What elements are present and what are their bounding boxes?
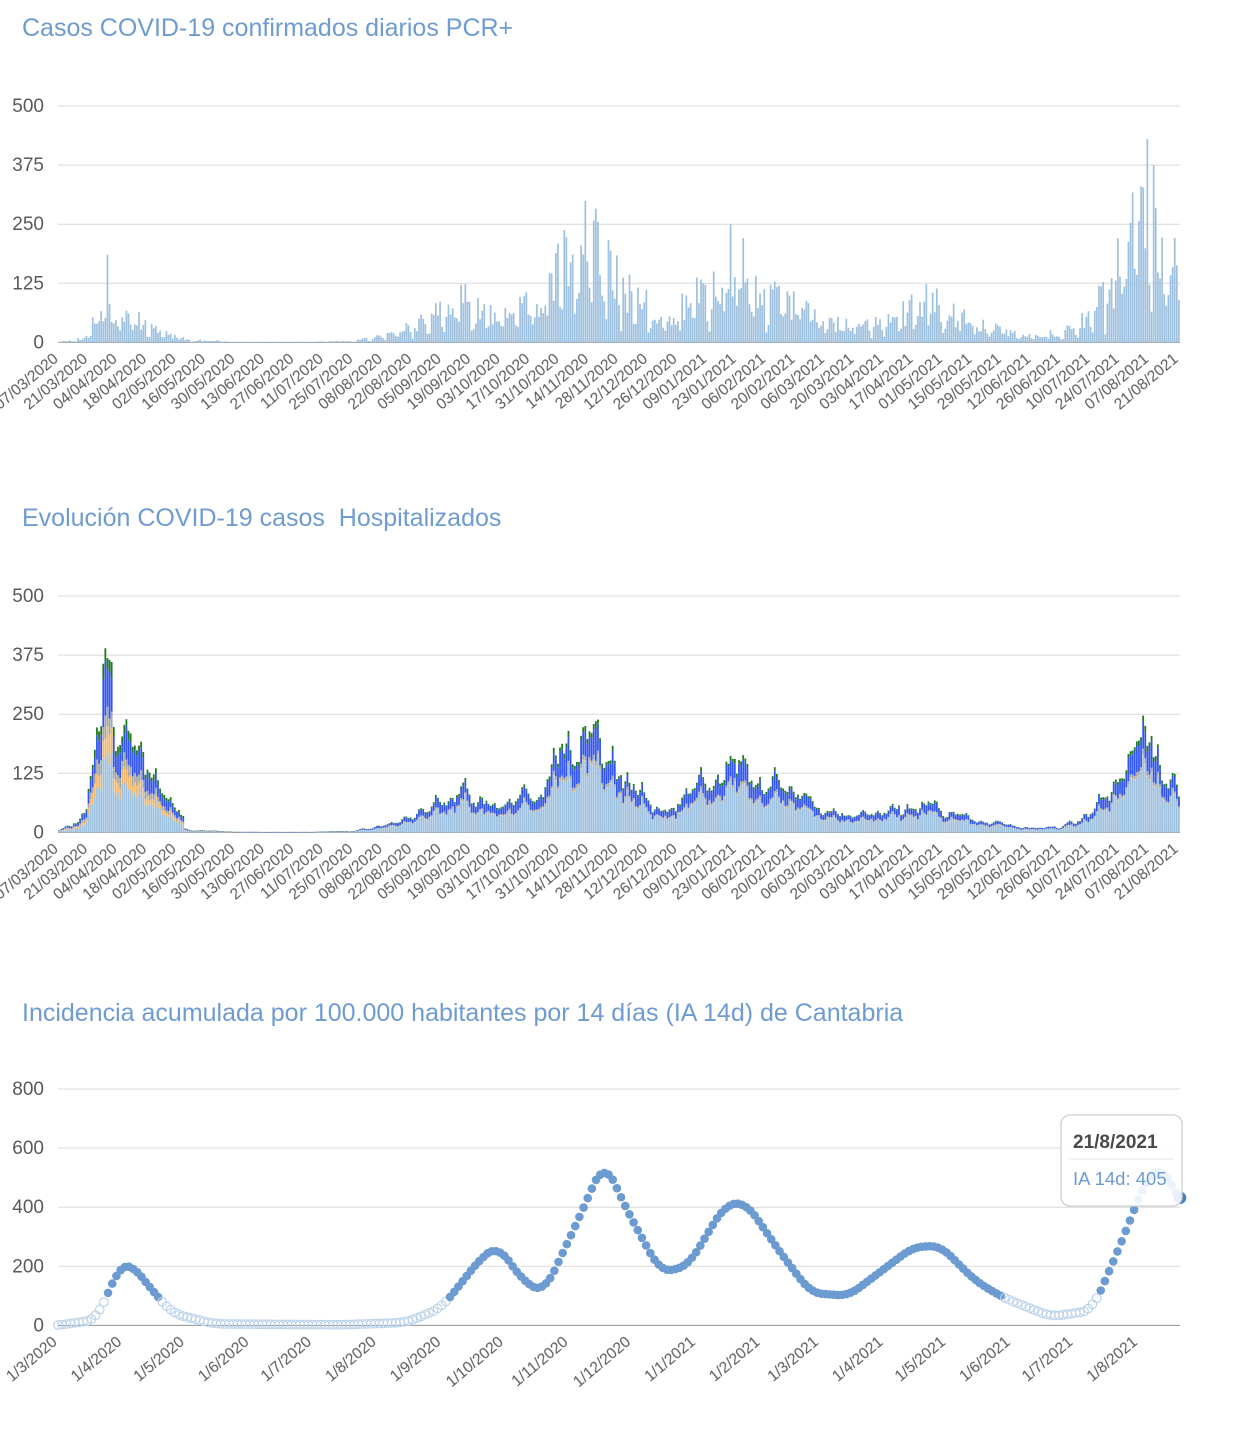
svg-text:1/3/2021: 1/3/2021 [765, 1333, 822, 1385]
svg-text:200: 200 [12, 1256, 44, 1277]
svg-text:125: 125 [12, 273, 44, 294]
svg-text:250: 250 [12, 214, 44, 235]
svg-text:1/4/2021: 1/4/2021 [829, 1333, 886, 1385]
svg-text:1/4/2020: 1/4/2020 [68, 1333, 125, 1385]
svg-text:1/1/2021: 1/1/2021 [642, 1333, 699, 1385]
svg-text:1/3/2020: 1/3/2020 [3, 1333, 60, 1385]
svg-text:500: 500 [12, 96, 44, 117]
svg-text:600: 600 [12, 1138, 44, 1159]
svg-text:500: 500 [12, 586, 44, 607]
svg-text:1/6/2021: 1/6/2021 [956, 1333, 1013, 1385]
svg-text:375: 375 [12, 645, 44, 666]
svg-text:375: 375 [12, 155, 44, 176]
svg-text:1/6/2020: 1/6/2020 [195, 1333, 252, 1385]
svg-text:21/8/2021: 21/8/2021 [1073, 1132, 1158, 1153]
svg-text:1/10/2020: 1/10/2020 [443, 1333, 507, 1391]
svg-text:1/12/2020: 1/12/2020 [570, 1333, 634, 1391]
svg-text:800: 800 [12, 1079, 44, 1100]
svg-text:1/7/2020: 1/7/2020 [258, 1333, 315, 1385]
svg-text:IA 14d: 405: IA 14d: 405 [1073, 1168, 1167, 1189]
svg-text:1/5/2020: 1/5/2020 [131, 1333, 188, 1385]
svg-text:1/2/2021: 1/2/2021 [706, 1333, 763, 1385]
svg-text:1/11/2020: 1/11/2020 [509, 1333, 572, 1390]
svg-text:1/5/2021: 1/5/2021 [892, 1333, 949, 1385]
svg-text:1/8/2021: 1/8/2021 [1084, 1333, 1141, 1385]
svg-text:0: 0 [33, 332, 44, 353]
svg-text:250: 250 [12, 704, 44, 725]
svg-text:1/7/2021: 1/7/2021 [1019, 1333, 1076, 1385]
svg-text:0: 0 [33, 1315, 44, 1336]
svg-text:1/8/2020: 1/8/2020 [322, 1333, 379, 1385]
svg-text:125: 125 [12, 763, 44, 784]
svg-text:1/9/2020: 1/9/2020 [387, 1333, 444, 1385]
svg-text:0: 0 [33, 822, 44, 843]
svg-text:400: 400 [12, 1197, 44, 1218]
